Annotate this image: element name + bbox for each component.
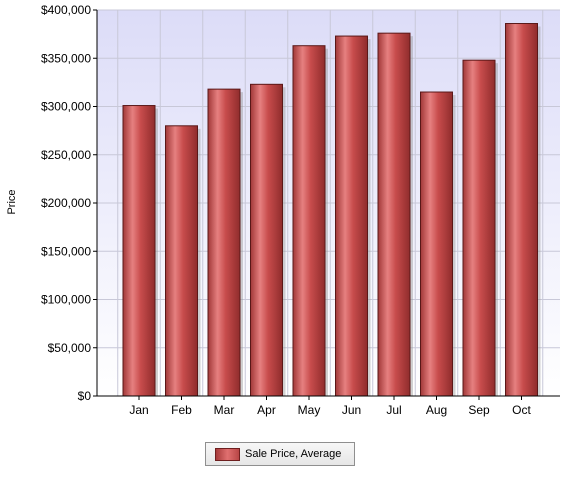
bar-apr — [250, 83, 283, 397]
bar-jan — [122, 105, 156, 397]
legend-swatch — [215, 447, 240, 461]
x-tick-label: Aug — [426, 403, 447, 417]
x-tick-label: Mar — [214, 403, 235, 417]
y-axis-label: Price — [6, 189, 18, 214]
y-tick-label: $200,000 — [41, 196, 91, 210]
legend-label: Sale Price, Average — [245, 448, 342, 460]
legend: Sale Price, Average — [205, 442, 355, 466]
y-tick-label: $350,000 — [41, 51, 91, 65]
y-tick-label: $400,000 — [41, 3, 91, 17]
bar-may — [292, 45, 326, 397]
bar-jul — [377, 32, 411, 397]
x-axis-ticks: Jan Feb Mar Apr May Jun Jul Aug Sep Oct — [129, 396, 531, 417]
x-tick-label: Jan — [129, 403, 148, 417]
y-axis-ticks: $0 $50,000 $100,000 $150,000 $200,000 $250,00… — [41, 3, 97, 403]
y-tick-label: $0 — [78, 389, 92, 403]
bar-series — [122, 23, 541, 397]
bar-feb — [165, 125, 198, 397]
x-tick-label: Feb — [171, 403, 192, 417]
x-tick-label: Jul — [386, 403, 401, 417]
y-tick-label: $300,000 — [41, 100, 91, 114]
bar-mar — [207, 88, 241, 397]
bar-aug — [420, 91, 453, 397]
y-tick-label: $50,000 — [48, 341, 92, 355]
x-tick-label: Jun — [342, 403, 361, 417]
y-tick-label: $250,000 — [41, 148, 91, 162]
y-tick-label: $100,000 — [41, 293, 91, 307]
x-tick-label: May — [298, 403, 321, 417]
x-tick-label: Apr — [257, 403, 276, 417]
bar-oct — [505, 23, 538, 397]
x-tick-label: Oct — [512, 403, 531, 417]
bar-sep — [462, 59, 496, 397]
y-tick-label: $150,000 — [41, 244, 91, 258]
x-tick-label: Sep — [468, 403, 490, 417]
bar-jun — [335, 35, 368, 397]
